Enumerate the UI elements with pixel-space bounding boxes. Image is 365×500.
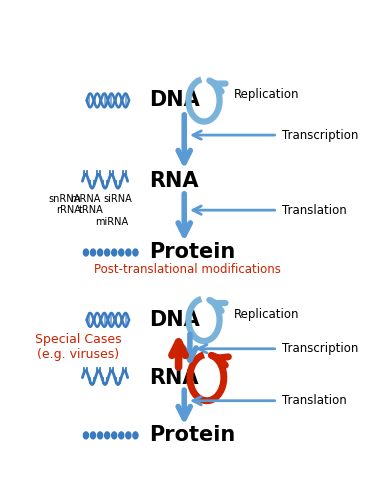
Circle shape [126,432,131,439]
Text: Special Cases
(e.g. viruses): Special Cases (e.g. viruses) [35,333,122,361]
Text: Translation: Translation [282,394,347,407]
Text: RNA: RNA [149,368,198,388]
Text: tRNA: tRNA [79,205,104,215]
Text: mRNA: mRNA [70,194,100,203]
Text: DNA: DNA [149,310,200,330]
Circle shape [83,432,88,439]
Circle shape [133,249,138,256]
Circle shape [119,249,124,256]
Circle shape [91,432,96,439]
Text: snRNA: snRNA [49,194,81,203]
Circle shape [91,249,96,256]
Circle shape [83,249,88,256]
Circle shape [112,432,117,439]
Text: rRNA: rRNA [56,205,81,215]
Text: miRNA: miRNA [95,216,128,226]
Text: Protein: Protein [149,426,235,446]
Circle shape [105,249,110,256]
Text: Replication: Replication [234,308,299,320]
Text: Transcription: Transcription [282,128,358,141]
Circle shape [105,432,110,439]
Text: Protein: Protein [149,242,235,262]
Circle shape [133,432,138,439]
Text: Replication: Replication [234,88,299,101]
Text: Transcription: Transcription [282,342,358,355]
Text: siRNA: siRNA [104,194,132,203]
Text: RNA: RNA [149,172,198,192]
Circle shape [119,432,124,439]
Circle shape [126,249,131,256]
Text: Post-translational modifications: Post-translational modifications [94,264,280,276]
Circle shape [112,249,117,256]
Circle shape [97,432,103,439]
Circle shape [97,249,103,256]
Text: Translation: Translation [282,204,347,216]
Text: DNA: DNA [149,90,200,110]
